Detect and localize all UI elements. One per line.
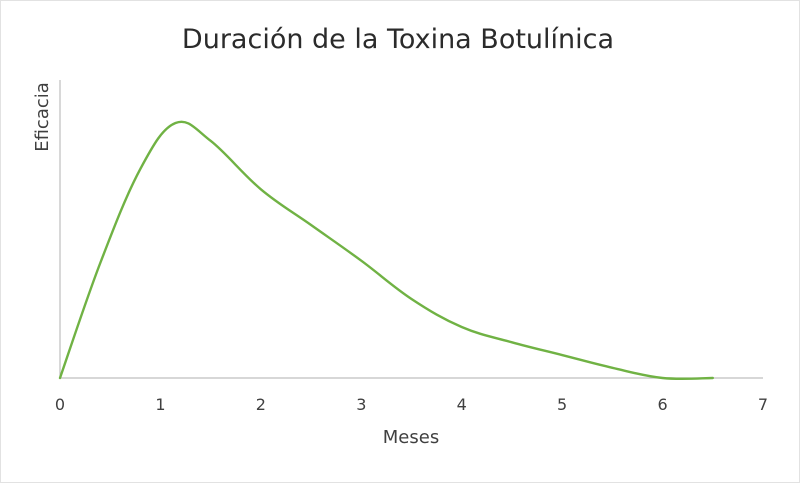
x-tick-label: 7 bbox=[758, 395, 768, 414]
x-tick-label: 4 bbox=[457, 395, 467, 414]
x-tick-label: 2 bbox=[256, 395, 266, 414]
chart-title: Duración de la Toxina Botulínica bbox=[182, 24, 614, 55]
x-tick-label: 5 bbox=[557, 395, 567, 414]
x-tick-label: 1 bbox=[155, 395, 165, 414]
x-tick-label: 0 bbox=[55, 395, 65, 414]
x-tick-label: 3 bbox=[356, 395, 366, 414]
y-axis-label: Eficacia bbox=[32, 82, 53, 152]
x-tick-label: 6 bbox=[657, 395, 667, 414]
x-tick-labels: 0 1 2 3 4 5 6 7 bbox=[55, 395, 768, 414]
x-axis-label: Meses bbox=[383, 427, 439, 448]
efficacy-series-line bbox=[58, 120, 714, 381]
